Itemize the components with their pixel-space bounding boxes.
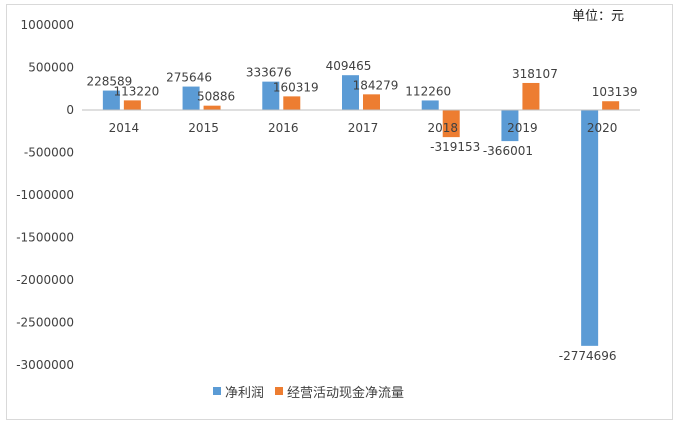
y-tick-label: -1500000 bbox=[16, 231, 74, 245]
y-tick-label: 500000 bbox=[28, 61, 74, 75]
y-tick-label: -1000000 bbox=[16, 188, 74, 202]
y-tick-label: -3000000 bbox=[16, 358, 74, 372]
data-label: 184279 bbox=[353, 78, 399, 92]
bar-operating-cash-flow-2016 bbox=[283, 96, 301, 110]
bars bbox=[102, 75, 620, 346]
data-label: 275646 bbox=[166, 71, 212, 85]
bar-operating-cash-flow-2015 bbox=[203, 105, 221, 110]
unit-label: 单位：元 bbox=[572, 9, 624, 24]
data-label: 50886 bbox=[197, 90, 235, 104]
bar-operating-cash-flow-2019 bbox=[522, 82, 540, 110]
bar-net-profit-2020 bbox=[581, 110, 599, 346]
legend-label: 经营活动现金净流量 bbox=[287, 385, 404, 401]
legend: 净利润 经营活动现金净流量 bbox=[213, 385, 404, 401]
x-tick-label: 2014 bbox=[109, 121, 140, 135]
legend-swatch bbox=[275, 387, 283, 395]
legend-label: 净利润 bbox=[225, 386, 264, 401]
bar-net-profit-2019 bbox=[501, 110, 519, 142]
data-label: 318107 bbox=[512, 67, 558, 81]
bar-net-profit-2018 bbox=[421, 100, 439, 110]
bar-net-profit-2014 bbox=[102, 90, 120, 110]
x-tick-label: 2015 bbox=[188, 121, 219, 135]
bar-operating-cash-flow-2018 bbox=[442, 110, 460, 138]
bar-net-profit-2015 bbox=[182, 86, 200, 110]
data-label: 409465 bbox=[326, 59, 372, 73]
data-label: 333676 bbox=[246, 66, 292, 80]
y-axis-ticks: 1000000 500000 0 -500000 -1000000 -1500000 -20… bbox=[16, 18, 74, 372]
y-tick-label: -2500000 bbox=[16, 316, 74, 330]
bar-operating-cash-flow-2020 bbox=[602, 101, 620, 110]
bar-operating-cash-flow-2017 bbox=[363, 94, 380, 110]
x-tick-label: 2017 bbox=[348, 121, 379, 135]
data-label: -319153 bbox=[430, 140, 480, 154]
y-tick-label: 1000000 bbox=[21, 18, 74, 32]
legend-swatch bbox=[213, 387, 221, 395]
y-tick-label: -500000 bbox=[24, 146, 74, 160]
y-tick-label: 0 bbox=[66, 103, 74, 117]
x-axis-ticks: 2014 2015 2016 2017 2018 2019 2020 bbox=[109, 121, 618, 135]
data-label: 112260 bbox=[405, 84, 451, 98]
y-tick-label: -2000000 bbox=[16, 273, 74, 287]
x-tick-label: 2016 bbox=[268, 121, 299, 135]
data-label: 228589 bbox=[86, 75, 132, 89]
bar-net-profit-2016 bbox=[262, 81, 280, 110]
data-label: 160319 bbox=[273, 80, 319, 94]
chart-frame bbox=[6, 4, 673, 420]
bar-net-profit-2017 bbox=[342, 75, 359, 110]
data-label: -366001 bbox=[483, 144, 533, 158]
data-label: -2774696 bbox=[559, 349, 617, 363]
x-tick-label: 2019 bbox=[507, 121, 538, 135]
data-label: 103139 bbox=[592, 85, 638, 99]
bar-operating-cash-flow-2014 bbox=[123, 100, 141, 110]
data-label: 113220 bbox=[113, 84, 159, 98]
x-tick-label: 2018 bbox=[427, 121, 458, 135]
x-tick-label: 2020 bbox=[587, 121, 618, 135]
